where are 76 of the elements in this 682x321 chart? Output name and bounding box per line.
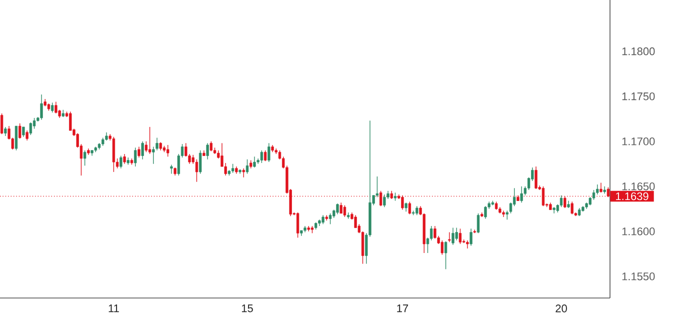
candlestick (138, 146, 140, 158)
candlestick (401, 195, 404, 210)
candlestick (253, 156, 256, 168)
candlestick (4, 126, 7, 136)
candlestick (354, 214, 357, 228)
candlestick (29, 122, 32, 136)
candlestick (340, 202, 342, 214)
candlestick (520, 186, 523, 203)
y-tick-label: 1.1550 (622, 272, 655, 280)
candlestick (328, 213, 332, 225)
candlestick (195, 159, 198, 182)
x-tick-label: 17 (397, 304, 408, 312)
candlestick (242, 168, 245, 178)
candlestick (26, 130, 28, 141)
candlestick (32, 118, 36, 130)
x-tick-label: 20 (556, 304, 567, 312)
candlestick (170, 164, 173, 174)
candlestick (506, 210, 508, 220)
candlestick (448, 232, 451, 243)
x-tick-label: 15 (242, 304, 253, 312)
candlestick (268, 142, 270, 162)
candlestick (466, 240, 469, 249)
candlestick (54, 101, 58, 114)
candlestick (231, 164, 234, 174)
candlestick (455, 227, 458, 241)
candlestick (120, 155, 122, 169)
candlestick (560, 195, 563, 208)
candlestick (264, 150, 267, 162)
candlestick (260, 150, 264, 164)
candlestick (18, 122, 22, 139)
candlestick (83, 150, 86, 166)
candlestick (148, 126, 152, 154)
candlestick (440, 240, 444, 256)
candlestick (112, 136, 116, 172)
candlestick (144, 140, 148, 152)
y-tick-label: 1.1750 (622, 92, 655, 100)
candlestick (470, 228, 472, 246)
candlestick (570, 201, 574, 215)
candlestick (416, 206, 418, 216)
candlestick (592, 190, 596, 200)
x-tick-label: 11 (108, 304, 119, 312)
candlestick (476, 213, 480, 234)
candlestick (484, 206, 487, 220)
candlestick (458, 228, 462, 244)
y-tick-label: 1.1650 (622, 182, 655, 190)
candlestick (123, 154, 126, 164)
y-tick-label: 1.1600 (622, 227, 655, 236)
candlestick (141, 140, 144, 160)
ref-line-label: 1.1639 (616, 192, 648, 200)
candlestick (22, 126, 25, 138)
candlestick (408, 201, 412, 215)
candlestick (134, 147, 137, 167)
candlestick (452, 227, 454, 246)
candlestick (404, 202, 408, 212)
candlestick (596, 184, 599, 195)
candlestick (336, 203, 339, 215)
y-tick-label: 1.1700 (622, 137, 655, 146)
y-tick-label: 1.1800 (622, 47, 655, 56)
candlestick (322, 214, 324, 225)
candlestick (166, 144, 170, 157)
candlestick (534, 166, 538, 190)
candlestick (600, 182, 602, 194)
candlestick (444, 240, 448, 270)
candlestick (199, 150, 202, 174)
candlestick (51, 102, 54, 113)
candlestick (40, 94, 43, 120)
candlestick (430, 226, 433, 241)
candlestick (383, 194, 386, 208)
candlestick (603, 186, 606, 194)
candlestick (14, 126, 18, 151)
candlestick (0, 113, 4, 134)
candlestick (296, 212, 300, 238)
candlestick (246, 159, 249, 174)
candlestick (343, 204, 346, 218)
candlestick (210, 140, 212, 152)
candlestick (206, 142, 209, 160)
